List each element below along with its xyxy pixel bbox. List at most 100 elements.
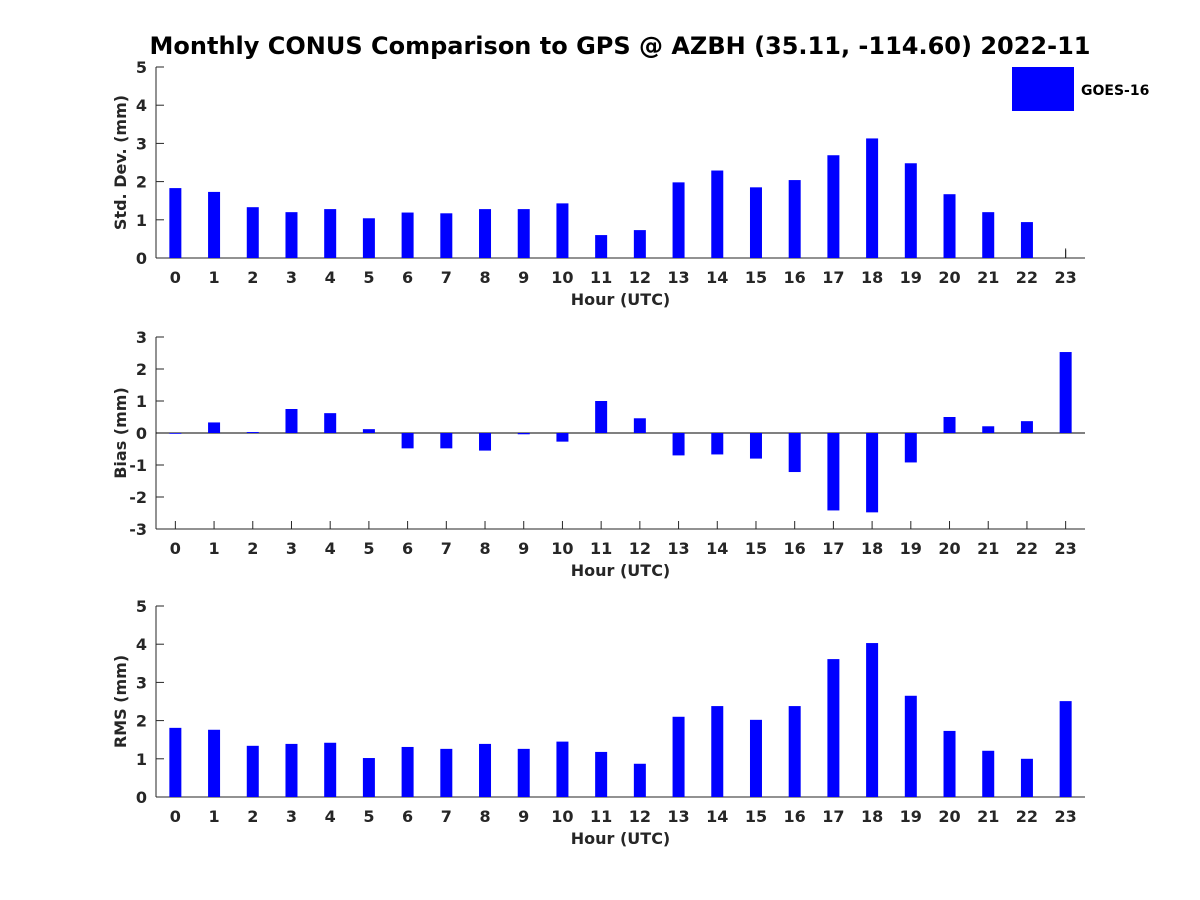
bar (1059, 701, 1072, 797)
bar (866, 433, 879, 513)
bar (672, 716, 685, 797)
y-tick-label: 4 (136, 635, 147, 654)
x-tick-label: 15 (745, 807, 767, 826)
x-tick-label: 2 (247, 539, 258, 558)
x-tick-label: 11 (590, 268, 612, 287)
bar (827, 433, 840, 511)
y-tick-label: 1 (136, 211, 147, 230)
y-tick-label: 4 (136, 96, 147, 115)
bar (904, 695, 917, 797)
x-tick-label: 7 (441, 807, 452, 826)
bar (1059, 352, 1072, 433)
x-tick-label: 23 (1055, 539, 1077, 558)
x-tick-label: 11 (590, 539, 612, 558)
bar (672, 182, 685, 258)
x-tick-label: 20 (938, 539, 960, 558)
bar (827, 659, 840, 797)
bar (169, 727, 182, 797)
x-tick-label: 18 (861, 807, 883, 826)
x-tick-label: 5 (363, 268, 374, 287)
x-tick-label: 8 (479, 807, 490, 826)
bar (943, 194, 956, 258)
bar (827, 155, 840, 258)
bar (401, 212, 414, 258)
bar (246, 432, 259, 433)
x-tick-label: 19 (900, 268, 922, 287)
bar (169, 433, 182, 434)
y-axis-label: Std. Dev. (mm) (111, 95, 130, 230)
x-tick-label: 16 (784, 539, 806, 558)
x-tick-label: 0 (170, 807, 181, 826)
y-tick-label: 3 (136, 673, 147, 692)
x-tick-label: 20 (938, 807, 960, 826)
x-tick-label: 18 (861, 268, 883, 287)
bar (208, 729, 221, 797)
bar (866, 138, 879, 258)
x-tick-label: 4 (325, 268, 336, 287)
x-tick-label: 17 (822, 268, 844, 287)
x-tick-label: 22 (1016, 539, 1038, 558)
bar (169, 188, 182, 258)
bar (982, 212, 995, 258)
x-tick-label: 9 (518, 807, 529, 826)
x-tick-label: 22 (1016, 807, 1038, 826)
x-tick-label: 5 (363, 539, 374, 558)
bar (749, 433, 762, 459)
bar (246, 745, 259, 797)
bar (285, 743, 298, 797)
x-tick-label: 6 (402, 268, 413, 287)
x-tick-label: 1 (208, 807, 219, 826)
bar (595, 751, 608, 797)
y-tick-label: -3 (129, 520, 147, 539)
x-tick-label: 8 (479, 268, 490, 287)
x-tick-label: 6 (402, 539, 413, 558)
x-tick-label: 22 (1016, 268, 1038, 287)
x-tick-label: 13 (667, 807, 689, 826)
x-tick-label: 19 (900, 539, 922, 558)
bar (788, 433, 801, 473)
x-tick-label: 10 (551, 807, 573, 826)
bar (324, 209, 337, 258)
bar (479, 433, 492, 451)
y-tick-label: 0 (136, 424, 147, 443)
x-axis-label: Hour (UTC) (571, 561, 671, 580)
bar (440, 748, 453, 797)
bar (401, 746, 414, 797)
x-tick-label: 14 (706, 268, 728, 287)
x-tick-label: 23 (1055, 807, 1077, 826)
bar (324, 413, 337, 433)
x-tick-label: 13 (667, 539, 689, 558)
y-tick-label: 1 (136, 750, 147, 769)
bar (479, 209, 492, 258)
bar (595, 401, 608, 433)
x-tick-label: 13 (667, 268, 689, 287)
x-tick-label: 3 (286, 539, 297, 558)
y-tick-label: 5 (136, 597, 147, 616)
x-tick-label: 3 (286, 807, 297, 826)
legend: GOES-16 (1012, 67, 1149, 111)
y-axis-label: RMS (mm) (111, 655, 130, 748)
x-tick-label: 10 (551, 539, 573, 558)
bar (633, 230, 646, 258)
y-tick-label: 3 (136, 328, 147, 347)
bar (633, 418, 646, 433)
y-tick-label: 3 (136, 134, 147, 153)
x-tick-label: 5 (363, 807, 374, 826)
bar (982, 426, 995, 433)
x-tick-label: 15 (745, 539, 767, 558)
x-tick-label: 8 (479, 539, 490, 558)
bar (749, 719, 762, 797)
bar (517, 433, 530, 435)
bar (788, 706, 801, 797)
bar (595, 235, 608, 258)
x-tick-label: 2 (247, 268, 258, 287)
x-tick-label: 14 (706, 539, 728, 558)
x-tick-label: 0 (170, 539, 181, 558)
bar (943, 730, 956, 797)
x-tick-label: 19 (900, 807, 922, 826)
x-axis-label: Hour (UTC) (571, 290, 671, 309)
